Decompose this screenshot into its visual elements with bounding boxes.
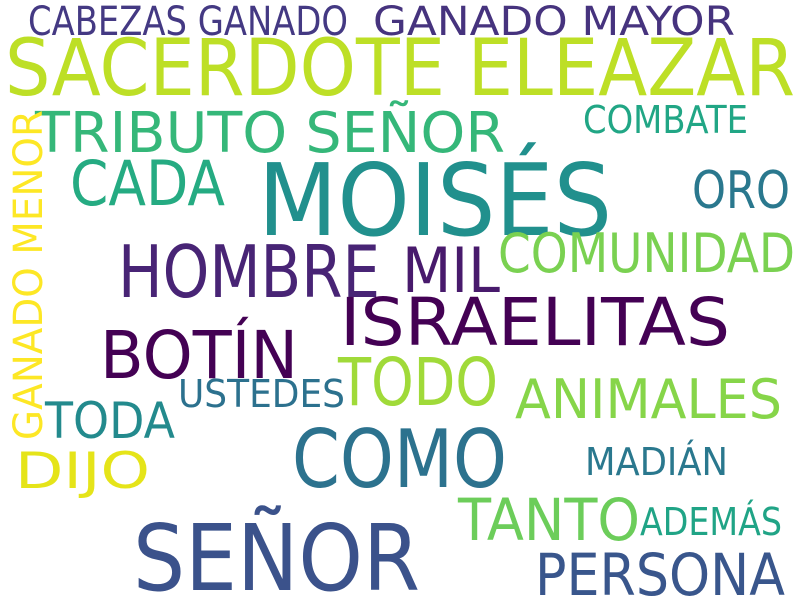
cloud-word: USTEDES — [178, 372, 345, 416]
cloud-word: BOTÍN — [100, 316, 298, 394]
cloud-word: SACERDOTE ELEAZAR — [5, 24, 795, 114]
cloud-word: COMBATE — [583, 98, 748, 142]
cloud-word: ANIMALES — [515, 368, 782, 431]
cloud-word: COMUNIDAD — [498, 222, 795, 285]
cloud-word: TODA — [44, 392, 175, 450]
cloud-word: PERSONA — [535, 541, 785, 600]
cloud-word: MADIÁN — [585, 440, 728, 484]
cloud-word: DIJO — [15, 442, 150, 500]
cloud-word: ISRAELITAS — [340, 284, 730, 361]
cloud-word: TODO — [337, 344, 498, 421]
cloud-word: ADEMÁS — [640, 500, 782, 544]
cloud-word: TRIBUTO SEÑOR — [34, 101, 505, 166]
cloud-word: ORO — [692, 161, 790, 221]
cloud-word: TANTO — [457, 486, 640, 554]
cloud-word: GANADO MENOR — [6, 110, 52, 440]
cloud-word: CADA — [70, 147, 225, 220]
cloud-word: SEÑOR — [133, 504, 420, 600]
cloud-word: MIL — [402, 234, 500, 307]
cloud-word: CABEZAS GANADO — [28, 0, 348, 45]
cloud-word: MOISÉS — [258, 142, 612, 259]
cloud-word: COMO — [292, 413, 507, 506]
cloud-word: HOMBRE — [118, 230, 380, 314]
cloud-word: GANADO MAYOR — [373, 0, 735, 45]
